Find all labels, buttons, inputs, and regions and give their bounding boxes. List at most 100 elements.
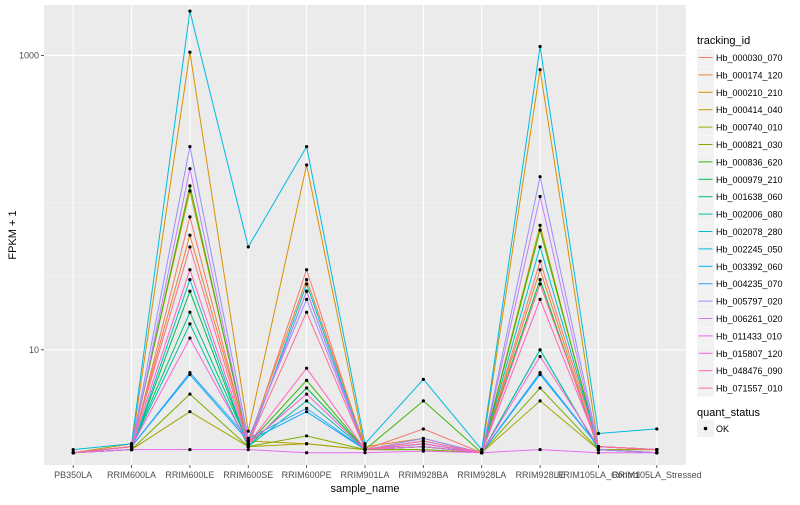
legend: Hb_000030_070 Hb_000174_120 Hb_000210_210 H… (697, 49, 783, 397)
x-tick-label: RRIM105LA_Stressed (612, 470, 702, 480)
legend-label: Hb_006261_020 (716, 314, 783, 324)
data-point (305, 289, 309, 293)
x-tick-label: RRIM928LA (457, 470, 506, 480)
data-point (421, 436, 425, 441)
data-point (305, 442, 309, 446)
data-point (305, 451, 309, 455)
x-tick-label: PB350LA (54, 470, 92, 480)
data-point (480, 451, 484, 455)
data-point (538, 447, 542, 452)
data-point (538, 354, 542, 359)
x-axis-title: sample_name (330, 483, 399, 495)
data-point (305, 406, 309, 410)
data-point (538, 228, 542, 232)
data-point (655, 451, 659, 455)
y-tick-label: 10 (29, 345, 39, 355)
x-tick-label: RRIM105LA_Control (557, 470, 640, 480)
data-point (188, 245, 192, 249)
data-point (188, 371, 192, 375)
data-point (305, 410, 309, 414)
data-point (538, 68, 542, 72)
data-point (305, 163, 309, 167)
data-point (71, 447, 75, 452)
data-point (305, 297, 309, 302)
x-tick-label: RRIM600LE (165, 470, 214, 480)
legend-label: Hb_000979_210 (716, 175, 783, 185)
data-point (363, 451, 367, 455)
data-point (188, 447, 192, 452)
data-point (538, 268, 542, 272)
data-point (305, 145, 309, 149)
data-point (129, 442, 134, 446)
data-point (188, 145, 192, 149)
legend-label: Hb_002078_280 (716, 227, 783, 237)
data-point (538, 277, 542, 282)
data-point (655, 447, 659, 452)
data-point (188, 410, 192, 414)
legend-label: Hb_000414_040 (716, 105, 783, 115)
series-points (71, 9, 659, 455)
data-point (596, 447, 601, 452)
legend-label: Hb_000174_120 (716, 70, 783, 80)
legend-label: Hb_002245_050 (716, 244, 783, 254)
data-point (305, 399, 309, 403)
data-point (305, 268, 309, 272)
data-point (129, 447, 134, 452)
legend-label: Hb_071557_010 (716, 384, 783, 394)
data-point (305, 434, 309, 438)
data-point (246, 442, 250, 446)
data-point (421, 427, 425, 431)
data-point (188, 392, 192, 396)
data-point (246, 447, 250, 452)
data-point (421, 442, 425, 446)
data-point (129, 445, 134, 449)
legend-label: Hb_011433_010 (716, 331, 782, 341)
data-point (421, 439, 425, 443)
legend-label: Hb_004235_070 (716, 279, 783, 289)
x-tick-label: RRIM901LA (340, 470, 389, 480)
legend-label: Hb_005797_020 (716, 297, 783, 307)
legend-label: Hb_000210_210 (716, 88, 783, 98)
data-point (188, 50, 192, 54)
shape-legend-point (703, 426, 708, 431)
legend-label: Hb_015807_120 (716, 349, 783, 359)
data-point (188, 336, 192, 340)
data-point (538, 259, 542, 263)
shape-legend-title: quant_status (697, 407, 760, 419)
data-point (363, 445, 367, 449)
data-point (421, 445, 425, 449)
data-point (188, 268, 192, 272)
data-point (246, 436, 250, 441)
x-axis-ticks: PB350LA RRIM600LA RRIM600LE RRIM600SE RRIM60… (54, 465, 702, 480)
data-point (188, 322, 192, 326)
data-point (188, 189, 192, 193)
data-point (246, 445, 250, 449)
data-point (305, 282, 309, 286)
data-point (538, 371, 542, 375)
data-point (538, 245, 542, 249)
data-point (538, 194, 542, 199)
x-tick-label: RRIM600LA (107, 470, 156, 480)
data-point (305, 392, 309, 396)
data-point (305, 277, 309, 282)
data-point (188, 289, 192, 293)
data-point (538, 282, 542, 286)
data-point (421, 449, 425, 453)
legend-label: Hb_000821_030 (716, 140, 783, 150)
data-point (305, 310, 309, 314)
legend-label: Hb_001638_060 (716, 192, 783, 202)
y-axis-ticks: 10 1000 (19, 50, 44, 355)
data-point (305, 378, 309, 382)
data-point (363, 447, 367, 452)
data-point (188, 215, 192, 219)
data-point (538, 386, 542, 390)
data-point (246, 439, 250, 443)
data-point (538, 175, 542, 179)
legend-title: tracking_id (697, 35, 750, 47)
data-point (188, 233, 192, 237)
data-point (538, 399, 542, 403)
data-point (596, 451, 601, 455)
data-point (655, 427, 659, 431)
data-point (188, 167, 192, 171)
